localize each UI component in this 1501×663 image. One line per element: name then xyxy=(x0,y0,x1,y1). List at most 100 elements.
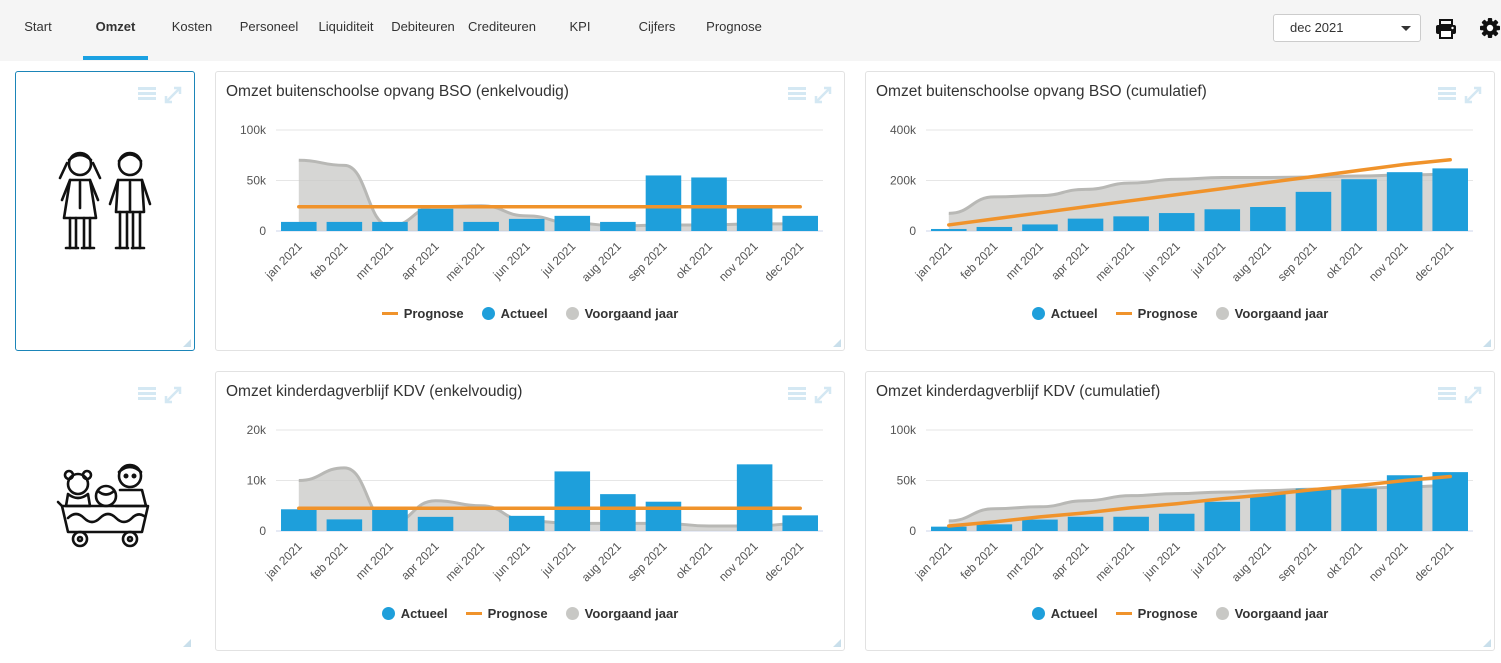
chart-widget-kdv-cumulatief: Omzet kinderdagverblijf KDV (cumulatief)… xyxy=(865,371,1495,651)
x-tick-label: nov 2021 xyxy=(1366,539,1411,584)
bar-actueel xyxy=(554,215,591,231)
x-tick-label: okt 2021 xyxy=(673,239,716,282)
printer-icon xyxy=(1436,19,1456,39)
period-select[interactable]: dec 2021 xyxy=(1273,14,1421,42)
tab-kosten[interactable]: Kosten xyxy=(171,19,213,34)
menu-icon[interactable] xyxy=(788,387,806,401)
y-tick-label: 400k xyxy=(890,123,917,137)
legend-item-actueel[interactable]: Actueel xyxy=(1031,606,1098,621)
legend-item-voorgaand[interactable]: Voorgaand jaar xyxy=(565,606,679,622)
print-button[interactable] xyxy=(1435,18,1457,40)
bar-actueel xyxy=(1158,213,1195,231)
bar-actueel xyxy=(931,228,967,231)
tab-liquiditeit[interactable]: Liquiditeit xyxy=(318,19,374,34)
chart-title: Omzet kinderdagverblijf KDV (enkelvoudig… xyxy=(226,383,523,400)
legend-label: Voorgaand jaar xyxy=(584,606,679,622)
bar-actueel xyxy=(508,515,545,531)
bar-actueel xyxy=(1295,191,1332,231)
resize-handle[interactable] xyxy=(183,339,191,347)
expand-icon[interactable] xyxy=(1464,386,1482,404)
legend-swatch xyxy=(381,312,398,316)
bar-actueel xyxy=(782,515,818,531)
legend-item-voorgaand[interactable]: Voorgaand jaar xyxy=(1215,306,1328,321)
tab-crediteuren[interactable]: Crediteuren xyxy=(468,19,536,34)
x-tick-label: jul 2021 xyxy=(1188,239,1229,280)
legend-swatch xyxy=(381,607,395,621)
bar-actueel xyxy=(1432,168,1468,231)
resize-handle[interactable] xyxy=(1483,339,1491,347)
menu-icon[interactable] xyxy=(138,87,156,101)
chart-legend: Prognose Actueel Voorgaand jaar xyxy=(216,305,844,321)
x-tick-label: apr 2021 xyxy=(398,239,442,283)
legend-swatch xyxy=(1031,607,1045,621)
tab-kpi[interactable]: KPI xyxy=(569,19,591,34)
x-tick-label: sep 2021 xyxy=(625,539,670,584)
chart-bso-enkelvoudig: 0 50k 100k jan 2021 feb 2021 mrt 2021 apr 2021… xyxy=(240,123,823,285)
toys-wagon-icon xyxy=(56,463,150,548)
resize-handle[interactable] xyxy=(183,639,191,647)
menu-icon[interactable] xyxy=(138,387,156,401)
bar-actueel xyxy=(1204,501,1241,531)
x-tick-label: jun 2021 xyxy=(490,239,533,282)
menu-icon[interactable] xyxy=(788,87,806,101)
chart-widget-kdv-enkelvoudig: Omzet kinderdagverblijf KDV (enkelvoudig… xyxy=(215,371,845,651)
expand-icon[interactable] xyxy=(164,86,182,104)
legend-item-prognose[interactable]: Prognose xyxy=(1115,606,1198,621)
tab-cijfers[interactable]: Cijfers xyxy=(638,19,676,34)
x-tick-label: mei 2021 xyxy=(442,239,487,284)
bar-actueel xyxy=(417,516,454,531)
legend-item-voorgaand[interactable]: Voorgaand jaar xyxy=(565,306,678,321)
gear-icon xyxy=(1480,18,1500,38)
menu-icon[interactable] xyxy=(1438,87,1456,101)
legend-swatch xyxy=(1031,307,1045,321)
settings-button[interactable] xyxy=(1479,17,1501,39)
y-tick-label: 0 xyxy=(909,224,916,238)
image-tile-bso[interactable] xyxy=(15,71,195,351)
image-tile-kdv[interactable] xyxy=(15,371,195,651)
x-tick-label: apr 2021 xyxy=(398,539,442,583)
legend-item-actueel[interactable]: Actueel xyxy=(481,306,548,321)
resize-handle[interactable] xyxy=(833,339,841,347)
legend-item-voorgaand[interactable]: Voorgaand jaar xyxy=(1215,606,1328,621)
expand-icon[interactable] xyxy=(814,86,832,104)
legend-item-prognose[interactable]: Prognose xyxy=(381,306,464,321)
x-tick-label: feb 2021 xyxy=(958,239,1001,282)
expand-icon[interactable] xyxy=(164,386,182,404)
widget-tools xyxy=(138,386,182,404)
x-tick-label: nov 2021 xyxy=(716,539,761,584)
bar-actueel xyxy=(645,501,682,531)
resize-handle[interactable] xyxy=(833,639,841,647)
expand-icon[interactable] xyxy=(1464,86,1482,104)
chart-title: Omzet buitenschoolse opvang BSO (enkelvo… xyxy=(226,83,569,100)
tab-personeel[interactable]: Personeel xyxy=(239,19,299,34)
legend-swatch xyxy=(565,607,579,621)
resize-handle[interactable] xyxy=(1483,639,1491,647)
bar-actueel xyxy=(1158,513,1195,531)
legend-item-prognose[interactable]: Prognose xyxy=(1115,306,1198,321)
legend-item-prognose[interactable]: Prognose xyxy=(465,606,548,621)
bar-actueel xyxy=(326,221,363,231)
legend-item-actueel[interactable]: Actueel xyxy=(1031,306,1098,321)
expand-icon[interactable] xyxy=(814,386,832,404)
tab-prognose[interactable]: Prognose xyxy=(706,19,762,34)
bar-actueel xyxy=(645,175,682,231)
legend-item-actueel[interactable]: Actueel xyxy=(381,606,448,621)
y-tick-label: 100k xyxy=(890,423,917,437)
tab-debiteuren[interactable]: Debiteuren xyxy=(391,19,455,34)
line-voorgaand-jaar xyxy=(948,484,1451,523)
x-tick-label: mrt 2021 xyxy=(1003,539,1047,583)
bar-actueel xyxy=(1295,488,1332,531)
x-tick-label: feb 2021 xyxy=(958,539,1001,582)
bar-actueel xyxy=(1432,472,1468,531)
x-tick-label: feb 2021 xyxy=(308,539,351,582)
tab-start[interactable]: Start xyxy=(24,19,52,34)
tab-omzet[interactable]: Omzet xyxy=(95,19,136,34)
bar-actueel xyxy=(1113,516,1149,531)
chart-kdv-cumulatief: 0 50k 100k jan 2021 feb 2021 mrt 2021 apr 2021… xyxy=(890,423,1473,585)
bar-actueel xyxy=(1341,179,1377,231)
line-prognose xyxy=(947,158,1452,227)
y-tick-label: 50k xyxy=(247,174,267,188)
x-tick-label: sep 2021 xyxy=(1275,239,1320,284)
menu-icon[interactable] xyxy=(1438,387,1456,401)
y-tick-label: 100k xyxy=(240,123,267,137)
